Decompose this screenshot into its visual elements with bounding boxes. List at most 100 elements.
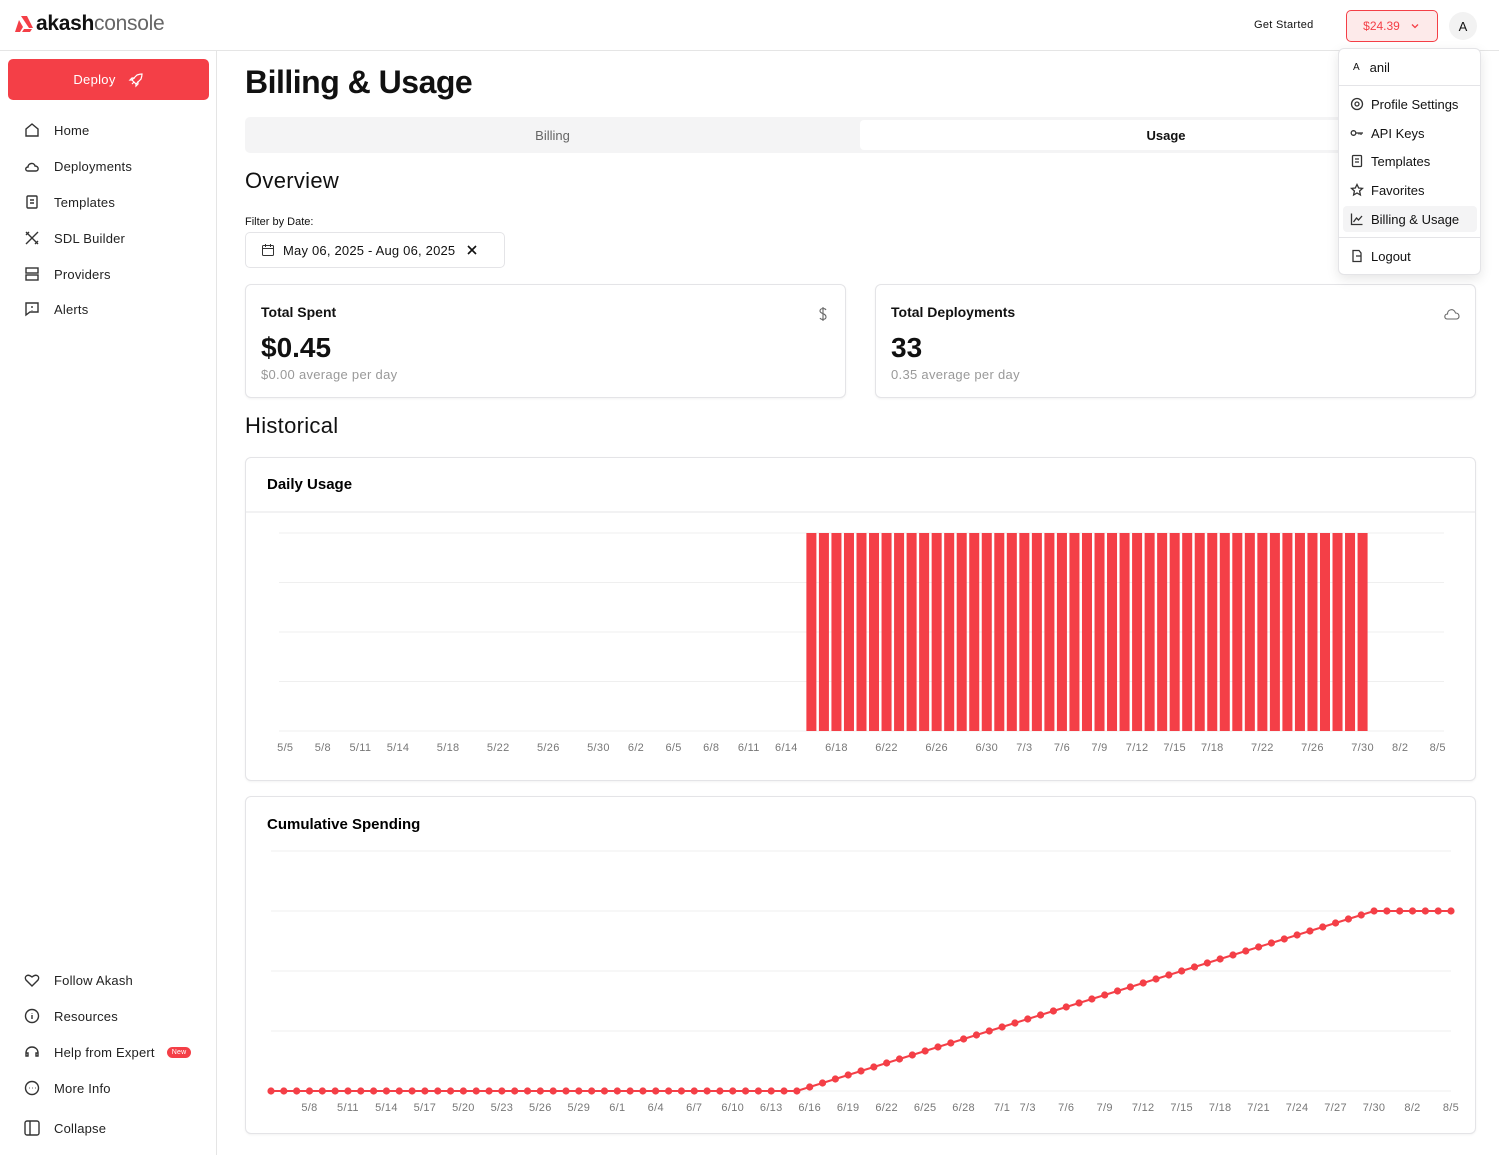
point	[1396, 907, 1404, 915]
bar	[1119, 533, 1130, 731]
point	[1421, 907, 1429, 915]
bar	[1269, 533, 1280, 731]
bar	[956, 533, 967, 731]
x-tick-label: 6/7	[686, 1102, 702, 1114]
x-tick-label: 6/30	[975, 742, 998, 754]
get-started[interactable]: Get Started	[1254, 19, 1314, 31]
new-badge: New	[166, 1046, 192, 1058]
point	[639, 1087, 647, 1095]
x-tick-label: 7/15	[1170, 1102, 1193, 1114]
nav-follow[interactable]: Follow Akash	[14, 965, 204, 995]
bar	[1019, 533, 1030, 731]
point	[1165, 971, 1173, 979]
nav-templates[interactable]: Templates	[14, 187, 204, 217]
bar	[843, 533, 854, 731]
bar	[881, 533, 892, 731]
bar	[994, 533, 1005, 731]
nav-help[interactable]: Help from Expert New	[14, 1037, 204, 1067]
deploy-button[interactable]: Deploy	[8, 59, 209, 100]
x-tick-label: 6/22	[875, 742, 898, 754]
nav-deployments[interactable]: Deployments	[14, 151, 204, 181]
point	[408, 1087, 416, 1095]
nav-label: Collapse	[54, 1120, 107, 1136]
point	[536, 1087, 544, 1095]
nav-sdl-builder[interactable]: SDL Builder	[14, 223, 204, 253]
bar	[919, 533, 930, 731]
point	[677, 1087, 686, 1095]
nav-collapse[interactable]: Collapse	[14, 1113, 204, 1143]
menu-logout[interactable]: Logout	[1343, 243, 1477, 269]
bar	[1144, 533, 1155, 731]
point	[1024, 1015, 1032, 1023]
nav-home[interactable]: Home	[14, 115, 204, 145]
nav-alerts[interactable]: Alerts	[14, 294, 204, 324]
point	[1216, 955, 1224, 963]
x-tick-label: 7/6	[1058, 1102, 1074, 1114]
nav-providers[interactable]: Providers	[14, 259, 204, 289]
point	[318, 1087, 326, 1095]
avatar[interactable]: A	[1449, 12, 1477, 40]
x-tick-label: 6/28	[952, 1102, 975, 1114]
x-tick-label: 6/5	[665, 742, 681, 754]
point	[1255, 943, 1263, 951]
point	[1152, 975, 1160, 983]
point	[741, 1087, 750, 1095]
menu-profile[interactable]: Profile Settings	[1343, 91, 1477, 117]
point	[1331, 919, 1340, 927]
x-tick-label: 6/19	[837, 1102, 860, 1114]
x-tick-label: 7/9	[1091, 742, 1107, 754]
point	[1139, 979, 1147, 987]
date-filter[interactable]: May 06, 2025 - Aug 06, 2025	[245, 232, 505, 268]
bar	[1169, 533, 1180, 731]
point	[588, 1087, 596, 1095]
tab-billing[interactable]: Billing	[535, 127, 570, 143]
card-title: Total Spent	[261, 304, 337, 320]
menu-billing[interactable]: Billing & Usage	[1343, 206, 1477, 232]
point	[446, 1087, 455, 1095]
x-tick-label: 6/8	[703, 742, 719, 754]
deploy-label: Deploy	[73, 72, 116, 87]
x-tick-label: 8/2	[1404, 1102, 1420, 1114]
nav-resources[interactable]: Resources	[14, 1001, 204, 1031]
total-spent-card: Total Spent $0.45 $0.00 average per day	[245, 284, 846, 398]
point	[280, 1087, 288, 1095]
point	[1049, 1007, 1057, 1015]
nav-more-info[interactable]: More Info	[14, 1073, 204, 1103]
bar	[981, 533, 992, 731]
icon	[24, 974, 40, 987]
x-tick-label: 6/11	[738, 742, 760, 754]
bar	[1182, 533, 1193, 731]
point	[883, 1059, 891, 1067]
chart: Daily Usage 5/5 5/8 5/11 5/14 5/18 5/22 5/26 5/…	[246, 476, 1475, 754]
bar	[931, 533, 942, 731]
menu-label: Favorites	[1371, 182, 1425, 198]
bar	[1194, 533, 1205, 731]
bar	[1006, 533, 1017, 731]
icon	[24, 1080, 40, 1096]
card-value: $0.45	[261, 332, 332, 363]
point	[1306, 927, 1314, 935]
menu-templates[interactable]: Templates	[1343, 148, 1477, 174]
x-tick-label: 5/14	[387, 742, 410, 754]
logo-bold: akash	[36, 12, 95, 35]
card-title: Total Deployments	[891, 304, 1016, 320]
menu-api-keys[interactable]: API Keys	[1343, 120, 1477, 146]
menu-favorites[interactable]: Favorites	[1343, 177, 1477, 203]
point	[1113, 987, 1122, 995]
point	[665, 1087, 673, 1095]
point	[754, 1087, 762, 1095]
point	[690, 1087, 698, 1095]
x-tick-label: 7/12	[1126, 742, 1149, 754]
point	[998, 1023, 1006, 1031]
nav-label: Help from Expert	[54, 1044, 155, 1060]
daily-usage-card: Daily Usage 5/5 5/8 5/11 5/14 5/18 5/22 5/26 5/…	[245, 457, 1476, 781]
balance-button[interactable]: $24.39	[1346, 10, 1438, 42]
bar	[1332, 533, 1343, 731]
point	[1075, 999, 1083, 1007]
logo[interactable]: akash console	[14, 12, 165, 36]
bar	[1107, 533, 1118, 731]
point	[382, 1087, 391, 1095]
clear-icon[interactable]	[466, 244, 478, 256]
x-tick-label: 5/8	[301, 1102, 317, 1114]
